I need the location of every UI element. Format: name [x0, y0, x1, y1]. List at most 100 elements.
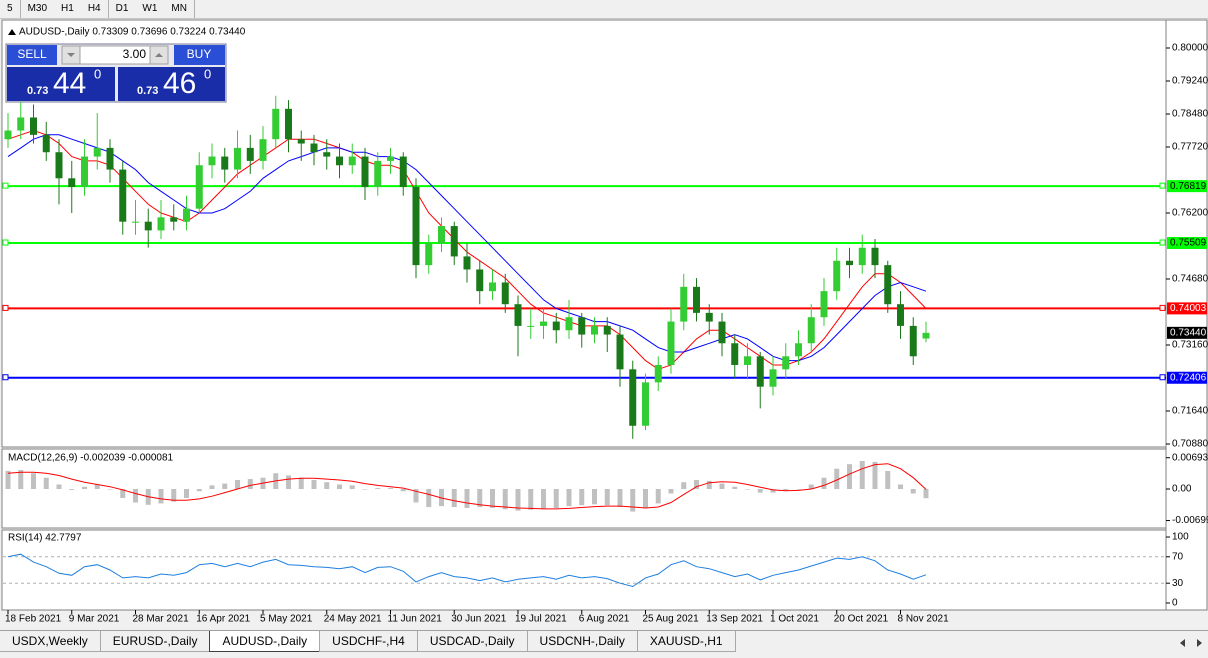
- buy-button[interactable]: [174, 45, 225, 65]
- chart-tab[interactable]: USDCNH-,Daily: [526, 631, 638, 652]
- candle-body: [909, 325, 917, 357]
- chart-tab[interactable]: XAUUSD-,H1: [636, 631, 736, 652]
- macd-bar: [56, 484, 62, 489]
- current-price-label: 0.73440: [1170, 327, 1207, 338]
- x-tick-label: 24 May 2021: [324, 614, 382, 625]
- candle-body: [731, 343, 739, 365]
- y-tick-label: 0.78480: [1172, 109, 1208, 120]
- level-label-bg: [1167, 180, 1207, 193]
- candle-body: [603, 325, 611, 335]
- candle-body: [642, 382, 649, 426]
- y-tick-label: 0.80000: [1172, 43, 1208, 54]
- candle-body: [361, 156, 369, 187]
- buy-price-big: 46: [163, 67, 196, 100]
- macd-bar: [120, 489, 126, 499]
- rsi-window: [1, 529, 1167, 611]
- candle-body: [234, 147, 241, 170]
- macd-bar: [222, 483, 228, 489]
- macd-bar: [286, 475, 291, 489]
- buy-price-box[interactable]: [118, 67, 225, 101]
- timeframe-button[interactable]: 5: [0, 0, 21, 18]
- macd-signal: [7, 463, 927, 510]
- candle-body: [348, 156, 356, 166]
- y-tick-label: 0.00: [1172, 484, 1192, 495]
- chart-tab[interactable]: USDCHF-,H4: [319, 631, 418, 652]
- x-tick-label: 8 Nov 2021: [898, 614, 950, 625]
- macd-bar: [464, 489, 470, 508]
- macd-bar: [171, 489, 177, 502]
- price-axis: [1165, 19, 1208, 611]
- level-label-bg: [1167, 302, 1207, 315]
- sell-label[interactable]: SELL: [17, 47, 47, 61]
- macd-bar: [681, 482, 687, 489]
- candle-body: [833, 260, 841, 292]
- candle-body: [183, 208, 190, 222]
- timeframe-button[interactable]: W1: [142, 3, 158, 14]
- level-handle: [2, 239, 9, 246]
- x-tick-label: 5 May 2021: [260, 614, 313, 625]
- macd-window: [1, 448, 1167, 529]
- lot-value[interactable]: 3.00: [123, 47, 147, 61]
- candle-body: [412, 186, 420, 266]
- level-label: 0.74003: [1170, 303, 1207, 314]
- candle-body: [259, 139, 267, 161]
- candle-body: [68, 178, 76, 187]
- macd-bar: [834, 468, 840, 489]
- macd-bar: [757, 489, 763, 493]
- collapse-icon[interactable]: [8, 29, 16, 35]
- timeframe-button[interactable]: MN: [164, 0, 195, 18]
- level-handle: [2, 182, 9, 189]
- level-label-bg: [1167, 237, 1207, 250]
- candle-body: [387, 156, 394, 161]
- chart-tab[interactable]: USDX,Weekly: [0, 631, 101, 652]
- candle-body: [667, 321, 675, 365]
- timeframe-button[interactable]: H4: [81, 0, 109, 18]
- candle-body: [501, 282, 509, 305]
- macd-bar: [885, 470, 891, 489]
- candle-body: [246, 147, 254, 161]
- chart-tab[interactable]: EURUSD-,Daily: [99, 631, 211, 652]
- rsi-line: [7, 553, 927, 588]
- scroll-left[interactable]: [1180, 639, 1185, 647]
- timeframe-toolbar: 5 M30 H1 H4 D1 W1 MN: [0, 0, 1208, 19]
- buy-label[interactable]: BUY: [187, 47, 212, 61]
- macd-bar: [18, 470, 24, 489]
- candle-body: [514, 304, 522, 326]
- timeframe-button[interactable]: H1: [61, 3, 74, 14]
- macd-bar: [643, 489, 648, 508]
- chart-tabs: USDX,Weekly EURUSD-,Daily AUDUSD-,Daily USD…: [0, 630, 1208, 657]
- sell-price-prefix: 0.73: [27, 85, 48, 97]
- x-tick-label: 1 Oct 2021: [770, 614, 819, 625]
- candle-body: [578, 317, 586, 335]
- macd-bar: [566, 489, 572, 507]
- sell-button[interactable]: [7, 45, 57, 65]
- macd-bar: [209, 485, 215, 489]
- tab-scroll: [1180, 639, 1202, 647]
- x-tick-label: 13 Sep 2021: [706, 614, 763, 625]
- macd-bar: [617, 489, 623, 508]
- candle-body: [438, 226, 445, 244]
- timeframe-button[interactable]: D1: [115, 3, 129, 14]
- current-price-bg: [1167, 326, 1207, 339]
- x-tick-label: 11 Jun 2021: [388, 614, 443, 625]
- macd-bar: [579, 489, 585, 506]
- candle-body: [565, 317, 573, 331]
- macd-bar: [592, 489, 597, 505]
- candle-body: [846, 260, 853, 266]
- macd-bar: [337, 484, 342, 489]
- chart-tab[interactable]: AUDUSD-,Daily: [209, 631, 321, 652]
- candle-body: [17, 117, 25, 131]
- level-handle: [1159, 182, 1166, 189]
- candle-body: [374, 160, 382, 187]
- macd-bar: [69, 489, 75, 490]
- timeframe-button[interactable]: M30: [27, 3, 48, 14]
- y-tick-label: -0.006991: [1172, 515, 1208, 526]
- macd-bar: [541, 489, 546, 509]
- sell-price-box[interactable]: [7, 67, 115, 101]
- chart-tab[interactable]: USDCAD-,Daily: [416, 631, 528, 652]
- level-handle: [1159, 239, 1166, 246]
- lot-up-arrow: [155, 53, 163, 57]
- macd-bar: [324, 482, 330, 489]
- scroll-right[interactable]: [1197, 639, 1202, 647]
- x-tick-label: 28 Mar 2021: [133, 614, 190, 625]
